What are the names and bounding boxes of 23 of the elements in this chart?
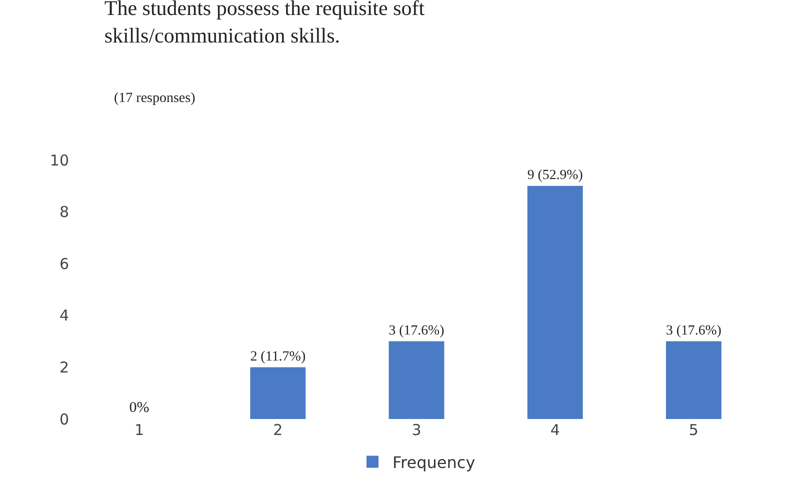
data-label: 9 (52.9%) (527, 167, 583, 182)
y-tick-label: 2 (59, 358, 69, 376)
data-label: 3 (17.6%) (666, 322, 722, 338)
y-tick-label: 4 (59, 306, 69, 325)
x-tick-label: 1 (134, 421, 144, 439)
bar (666, 341, 722, 419)
y-tick-label: 6 (59, 254, 69, 273)
legend-label: Frequency (392, 453, 476, 472)
y-tick-label: 0 (59, 410, 69, 428)
data-label: 2 (11.7%) (250, 349, 306, 364)
bar (527, 186, 583, 419)
y-tick-label: 10 (50, 151, 69, 170)
x-tick-label: 5 (688, 421, 698, 439)
x-tick-label: 4 (550, 421, 560, 439)
bar (250, 367, 306, 419)
x-tick-label: 3 (412, 421, 422, 439)
chart-title: The students possess the requisite soft skills/communication skills. (104, 0, 425, 48)
data-label: 0% (129, 400, 150, 416)
x-tick-label: 2 (273, 421, 283, 439)
data-label: 3 (17.6%) (388, 322, 444, 338)
chart-subtitle: (17 responses) (114, 91, 196, 106)
bar (388, 341, 444, 419)
y-tick-label: 8 (59, 203, 69, 222)
